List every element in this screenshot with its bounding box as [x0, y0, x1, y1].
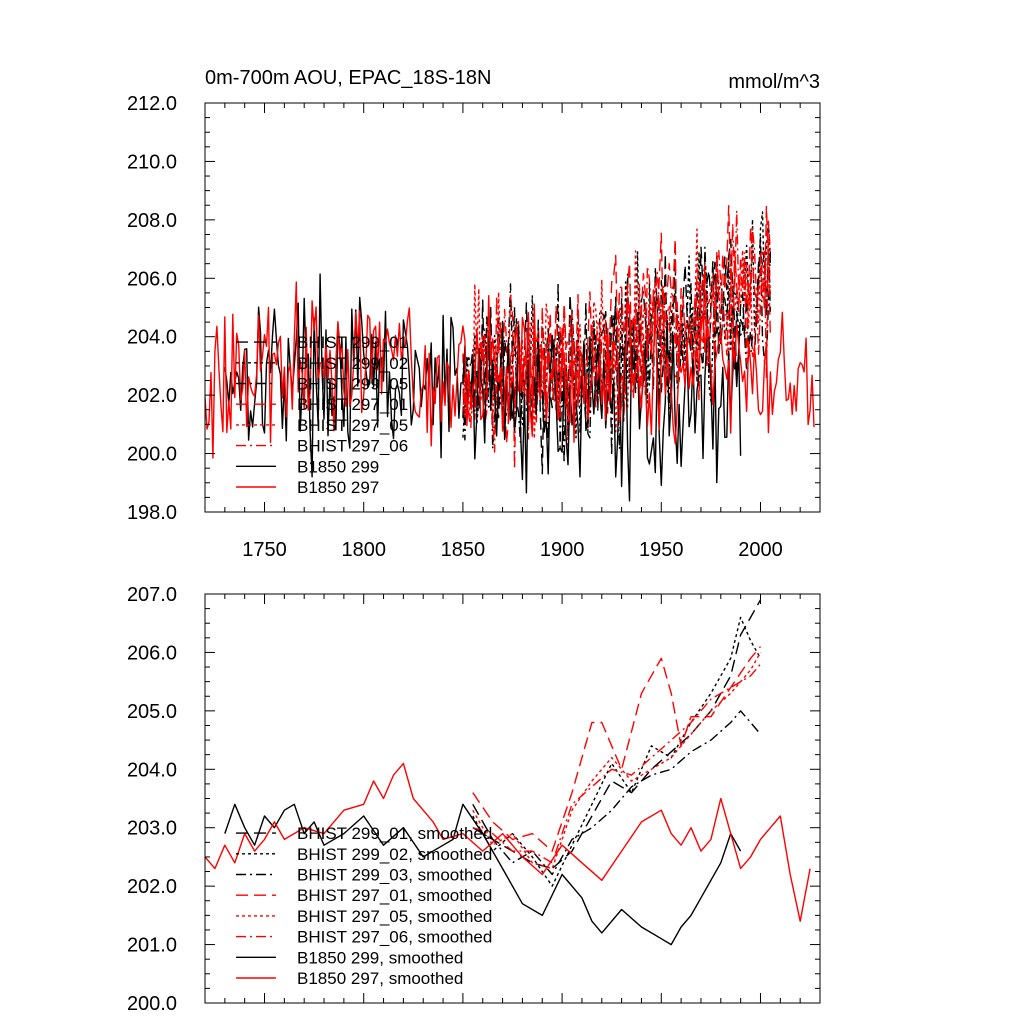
legend-label: BHIST 297_05	[297, 416, 408, 435]
legend-label: BHIST 299_03, smoothed	[297, 866, 492, 885]
series-line-8	[205, 281, 815, 459]
legend-label: BHIST 297_06	[297, 437, 408, 456]
bottom-axes: 200.0 201.0 202.0 203.0 204.0 205.0 206.0 207.0	[127, 584, 821, 1015]
legend-label: BHIST 299_01, smoothed	[297, 824, 492, 843]
y-tick-label: 198.0	[127, 502, 177, 524]
bottom-series-group	[205, 599, 811, 946]
series-line-6	[472, 663, 762, 864]
y-tick-label: 202.0	[127, 385, 177, 407]
series-line-5	[462, 228, 772, 455]
legend-label: BHIST 297_05, smoothed	[297, 907, 492, 926]
legend-label: BHIST 297_01	[297, 395, 408, 414]
y-tick-label: 203.0	[127, 818, 177, 840]
legend-label: BHIST 299_02	[297, 354, 408, 373]
units-label: mmol/m^3	[728, 71, 820, 93]
series-line-3	[462, 235, 772, 464]
legend-label: BHIST 297_06, smoothed	[297, 928, 492, 947]
legend-label: B1850 297	[297, 478, 379, 497]
top-axes: 198.0 200.0 202.0 204.0 206.0 208.0 210.0 212.0…	[127, 93, 821, 561]
y-tick-label: 204.0	[127, 759, 177, 781]
y-tick-label: 204.0	[127, 327, 177, 349]
legend-label: B1850 299	[297, 457, 379, 476]
series-line-2	[462, 211, 772, 439]
series-line-4	[462, 205, 772, 444]
x-tick-label: 1800	[341, 539, 386, 561]
series-line-5	[472, 652, 762, 870]
top-panel: 0m-700m AOU, EPAC_18S-18N mmol/m^3 198.0…	[127, 67, 821, 561]
series-line-4	[472, 646, 762, 852]
series-line-7	[224, 273, 742, 502]
y-tick-label: 210.0	[127, 151, 177, 173]
y-tick-label: 205.0	[127, 701, 177, 723]
y-tick-label: 207.0	[127, 584, 177, 606]
legend-label: B1850 299, smoothed	[297, 948, 463, 967]
y-tick-label: 200.0	[127, 993, 177, 1015]
x-tick-label: 2000	[738, 539, 783, 561]
top-series-group	[205, 205, 815, 502]
bottom-panel: 200.0 201.0 202.0 203.0 204.0 205.0 206.0 207.0…	[127, 584, 821, 1015]
series-line-3	[472, 710, 762, 876]
legend-label: BHIST 299_02, smoothed	[297, 845, 492, 864]
y-tick-label: 202.0	[127, 876, 177, 898]
series-line-7	[224, 803, 742, 946]
bottom-legend: BHIST 299_01, smoothed BHIST 299_02, smoo…	[236, 824, 492, 988]
legend-label: BHIST 299_05	[297, 375, 408, 394]
y-tick-label: 208.0	[127, 210, 177, 232]
series-line-8	[205, 762, 811, 922]
legend-label: BHIST 299_01	[297, 333, 408, 352]
x-tick-label: 1900	[540, 539, 585, 561]
legend-label: B1850 297, smoothed	[297, 969, 463, 988]
y-tick-label: 206.0	[127, 268, 177, 290]
series-line-6	[462, 210, 772, 470]
chart-title: 0m-700m AOU, EPAC_18S-18N	[205, 67, 491, 89]
x-tick-label: 1950	[639, 539, 684, 561]
legend-label: BHIST 297_01, smoothed	[297, 886, 492, 905]
x-tick-label: 1750	[242, 539, 287, 561]
x-tick-label: 1850	[441, 539, 486, 561]
series-line-2	[472, 616, 762, 887]
y-tick-label: 206.0	[127, 642, 177, 664]
y-tick-label: 212.0	[127, 93, 177, 115]
y-tick-label: 200.0	[127, 444, 177, 466]
y-tick-label: 201.0	[127, 935, 177, 957]
